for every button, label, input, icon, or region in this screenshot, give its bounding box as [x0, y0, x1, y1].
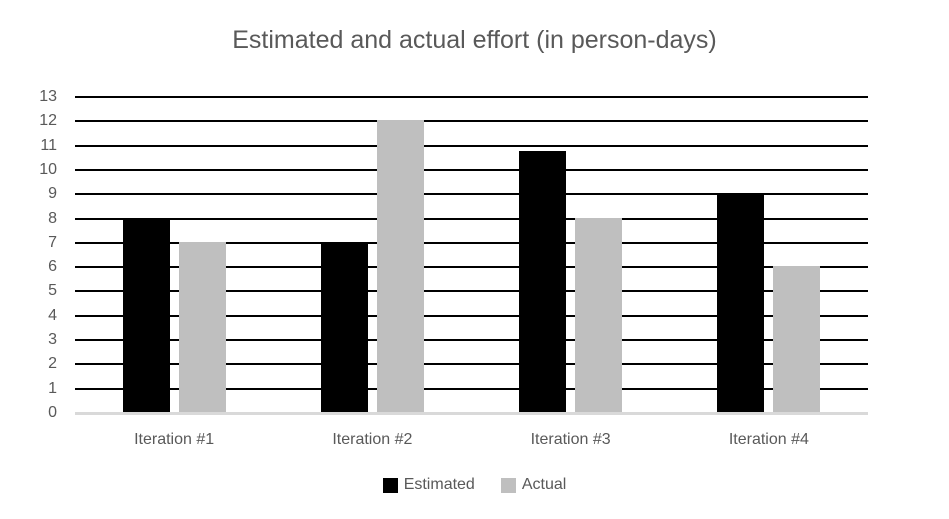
bar-estimated-iteration-3: [519, 150, 567, 412]
y-tick-label-3: 3: [48, 331, 57, 349]
y-tick-label-0: 0: [48, 404, 57, 421]
gridline-y12: [75, 120, 868, 123]
y-tick-label-11: 11: [40, 136, 57, 154]
gridline-y10: [75, 168, 868, 171]
gridline-y13: [75, 96, 868, 98]
bar-actual-iteration-4: [773, 266, 821, 412]
y-tick-label-12: 12: [39, 112, 57, 130]
y-tick-label-10: 10: [39, 160, 57, 178]
x-axis-line: [75, 412, 868, 415]
x-category-label-4: Iteration #4: [728, 431, 809, 448]
chart-title: Estimated and actual effort (in person-d…: [232, 26, 717, 54]
bar-estimated-iteration-4: [717, 193, 765, 412]
gridline-y5: [75, 290, 868, 293]
bar-estimated-iteration-2: [320, 241, 368, 412]
y-tick-label-13: 13: [39, 88, 57, 105]
gridline-y8: [75, 217, 868, 220]
x-category-label-2: Iteration #2: [332, 431, 413, 448]
gridline-y7: [75, 241, 868, 244]
bar-actual-iteration-1: [178, 241, 226, 412]
bar-estimated-iteration-1: [122, 217, 170, 412]
legend-swatch-actual: [500, 477, 516, 493]
gridline-y1: [75, 387, 868, 390]
y-tick-label-4: 4: [48, 306, 57, 324]
y-tick-label-5: 5: [48, 282, 57, 300]
gridline-y6: [75, 266, 868, 269]
y-tick-label-7: 7: [48, 233, 57, 251]
gridline-y11: [75, 144, 868, 147]
y-tick-label-9: 9: [48, 185, 57, 203]
x-category-label-1: Iteration #1: [134, 431, 215, 448]
y-tick-label-1: 1: [48, 379, 57, 397]
legend-item-actual: Actual: [500, 476, 567, 494]
gridline-y3: [75, 339, 868, 342]
gridline-y4: [75, 314, 868, 317]
x-category-label-3: Iteration #3: [530, 431, 611, 448]
legend-label-actual: Actual: [521, 476, 567, 493]
legend: Estimated Actual: [0, 476, 949, 494]
bar-actual-iteration-2: [376, 120, 424, 412]
gridline-y9: [75, 193, 868, 196]
y-tick-label-2: 2: [48, 355, 57, 373]
y-tick-label-8: 8: [48, 209, 57, 227]
bar-actual-iteration-3: [575, 217, 623, 412]
legend-label-estimated: Estimated: [403, 476, 475, 493]
legend-item-estimated: Estimated: [382, 476, 475, 494]
plot-area: [75, 96, 868, 415]
gridline-y2: [75, 363, 868, 366]
y-tick-label-6: 6: [48, 258, 57, 276]
legend-swatch-estimated: [382, 477, 398, 493]
